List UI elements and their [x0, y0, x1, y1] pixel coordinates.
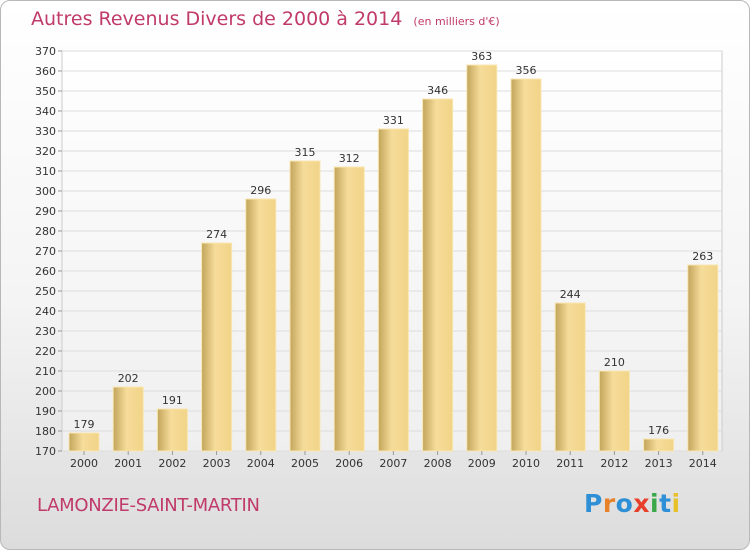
- logo-letter: P: [584, 489, 603, 518]
- bar-2007: [377, 128, 409, 452]
- value-label-2009: 363: [471, 50, 492, 63]
- x-tick-label-2006: 2006: [335, 457, 363, 470]
- x-tick-label-2014: 2014: [689, 457, 717, 470]
- logo-letter: t: [659, 489, 672, 518]
- y-axis: 170 180 190 200 210 220 230 240 250 260 270 280 290 3…: [35, 45, 62, 458]
- place-name: LAMONZIE-SAINT-MARTIN: [37, 495, 260, 516]
- y-tick-label: 180: [35, 425, 56, 438]
- y-tick-label: 210: [35, 365, 56, 378]
- value-labels: 179 202 191 274 296 315 312 331 346 363 356 244 210 1…: [74, 50, 714, 437]
- value-label-2011: 244: [560, 288, 581, 301]
- logo-letter: i: [650, 489, 660, 518]
- y-tick-label: 330: [35, 125, 56, 138]
- y-tick-label: 340: [35, 105, 56, 118]
- chart-subtitle: (en milliers d'€): [413, 15, 500, 28]
- bar-2010: [510, 78, 542, 452]
- bar-2012: [598, 370, 630, 452]
- y-tick-label: 280: [35, 225, 56, 238]
- x-tick-label-2003: 2003: [203, 457, 231, 470]
- y-tick-label: 350: [35, 85, 56, 98]
- value-label-2012: 210: [604, 356, 625, 369]
- logo-letter: i: [671, 489, 681, 518]
- y-tick-label: 290: [35, 205, 56, 218]
- x-tick-label-2010: 2010: [512, 457, 540, 470]
- bar-2011: [554, 302, 586, 452]
- value-label-2001: 202: [118, 372, 139, 385]
- bar-2006: [333, 166, 365, 452]
- bar-2002: [156, 408, 188, 452]
- logo-letter: x: [633, 489, 650, 518]
- y-tick-label: 230: [35, 325, 56, 338]
- x-tick-label-2000: 2000: [70, 457, 98, 470]
- bar-2005: [289, 160, 321, 452]
- bar-2008: [422, 98, 454, 452]
- value-label-2004: 296: [250, 184, 271, 197]
- y-tick-label: 300: [35, 185, 56, 198]
- value-label-2014: 263: [692, 250, 713, 263]
- bar-2009: [466, 64, 498, 452]
- value-label-2002: 191: [162, 394, 183, 407]
- x-tick-label-2012: 2012: [600, 457, 628, 470]
- value-label-2003: 274: [206, 228, 227, 241]
- x-tick-label-2011: 2011: [556, 457, 584, 470]
- bar-2013: [643, 438, 675, 452]
- chart-title: Autres Revenus Divers de 2000 à 2014: [31, 8, 403, 30]
- value-label-2005: 315: [295, 146, 316, 159]
- value-label-2013: 176: [648, 424, 669, 437]
- y-tick-label: 310: [35, 165, 56, 178]
- x-tick-label-2002: 2002: [158, 457, 186, 470]
- value-label-2006: 312: [339, 152, 360, 165]
- x-axis: 2000 2001 2002 2003 2004 2005 2006 2007 2008 2009…: [70, 451, 717, 470]
- logo-letter: r: [602, 489, 616, 518]
- y-tick-label: 190: [35, 405, 56, 418]
- x-tick-label-2005: 2005: [291, 457, 319, 470]
- title-row: Autres Revenus Divers de 2000 à 2014 (en…: [31, 8, 500, 30]
- value-label-2000: 179: [74, 418, 95, 431]
- proxiti-logo[interactable]: Proxiti: [584, 489, 681, 518]
- value-label-2007: 331: [383, 114, 404, 127]
- y-tick-label: 360: [35, 65, 56, 78]
- bar-chart: 170 180 190 200 210 220 230 240 250 260 270 280 290 3…: [35, 45, 723, 470]
- x-tick-label-2004: 2004: [247, 457, 275, 470]
- x-tick-label-2001: 2001: [114, 457, 142, 470]
- bar-2000: [68, 432, 100, 452]
- y-tick-label: 270: [35, 245, 56, 258]
- x-tick-label-2007: 2007: [379, 457, 407, 470]
- x-tick-label-2013: 2013: [645, 457, 673, 470]
- y-tick-label: 370: [35, 45, 56, 58]
- bar-2003: [201, 242, 233, 452]
- y-tick-label: 240: [35, 305, 56, 318]
- y-tick-label: 250: [35, 285, 56, 298]
- y-tick-label: 320: [35, 145, 56, 158]
- value-label-2008: 346: [427, 84, 448, 97]
- y-tick-label: 220: [35, 345, 56, 358]
- bars: [68, 64, 719, 452]
- x-tick-label-2009: 2009: [468, 457, 496, 470]
- logo-letter: o: [615, 489, 634, 518]
- bar-2001: [112, 386, 144, 452]
- value-label-2010: 356: [516, 64, 537, 77]
- y-tick-label: 260: [35, 265, 56, 278]
- bar-2004: [245, 198, 277, 452]
- y-tick-label: 170: [35, 445, 56, 458]
- bar-2014: [687, 264, 719, 452]
- y-tick-label: 200: [35, 385, 56, 398]
- x-tick-label-2008: 2008: [424, 457, 452, 470]
